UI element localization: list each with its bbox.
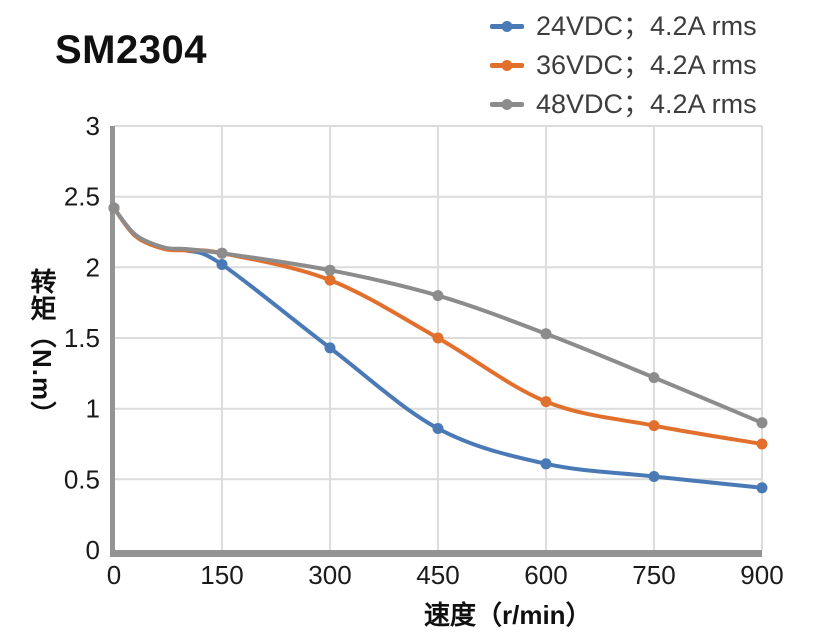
x-tick-label: 0 bbox=[107, 560, 121, 590]
data-point-marker bbox=[108, 202, 120, 214]
legend-item-24vdc: 24VDC；4.2A rms bbox=[490, 4, 757, 43]
legend-marker-icon bbox=[490, 99, 524, 110]
x-axis-title: 速度（r/min） bbox=[424, 600, 592, 630]
data-point-marker bbox=[324, 274, 336, 286]
data-point-marker bbox=[540, 396, 552, 408]
data-point-marker bbox=[216, 259, 228, 270]
data-point-marker bbox=[648, 471, 660, 482]
y-axis-title: 转矩（N.m） bbox=[27, 268, 57, 429]
y-tick-label: 2 bbox=[86, 252, 100, 282]
data-point-marker bbox=[324, 264, 336, 276]
data-point-marker bbox=[648, 420, 660, 432]
legend: 24VDC；4.2A rms 36VDC；4.2A rms 48VDC；4.2A… bbox=[490, 4, 757, 121]
y-tick-label: 0.5 bbox=[64, 464, 100, 494]
data-point-marker bbox=[432, 290, 444, 302]
data-point-marker bbox=[216, 247, 228, 259]
legend-item-48vdc: 48VDC；4.2A rms bbox=[490, 82, 757, 121]
legend-marker-icon bbox=[490, 21, 524, 32]
chart-title: SM2304 bbox=[55, 28, 207, 72]
legend-item-label: 48VDC；4.2A rms bbox=[536, 89, 757, 119]
y-tick-label: 3 bbox=[86, 111, 100, 141]
legend-item-36vdc: 36VDC；4.2A rms bbox=[490, 43, 757, 82]
x-tick-label: 750 bbox=[632, 560, 675, 590]
data-point-marker bbox=[324, 342, 336, 354]
y-tick-label: 1.5 bbox=[64, 323, 100, 353]
data-point-marker bbox=[540, 458, 552, 470]
y-tick-label: 0 bbox=[86, 535, 100, 565]
data-point-marker bbox=[648, 372, 660, 384]
legend-item-label: 24VDC；4.2A rms bbox=[536, 11, 757, 41]
legend-item-label: 36VDC；4.2A rms bbox=[536, 50, 757, 80]
x-tick-label: 450 bbox=[416, 560, 459, 590]
x-tick-label: 300 bbox=[308, 560, 351, 590]
data-point-marker bbox=[432, 332, 444, 344]
data-point-marker bbox=[756, 438, 768, 450]
legend-marker-icon bbox=[490, 60, 524, 71]
data-point-marker bbox=[756, 482, 768, 494]
x-tick-label: 600 bbox=[524, 560, 567, 590]
data-point-marker bbox=[432, 423, 444, 434]
y-tick-label: 2.5 bbox=[64, 182, 100, 212]
data-point-marker bbox=[540, 328, 552, 340]
data-point-marker bbox=[756, 417, 768, 429]
x-tick-label: 900 bbox=[740, 560, 783, 590]
x-tick-label: 150 bbox=[200, 560, 243, 590]
y-tick-label: 1 bbox=[86, 394, 100, 424]
